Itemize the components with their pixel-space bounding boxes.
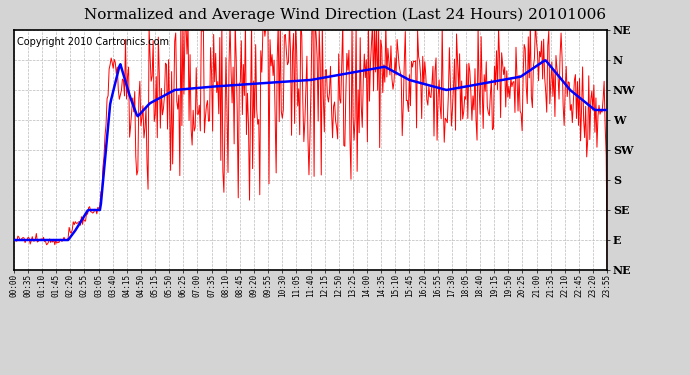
Text: Copyright 2010 Cartronics.com: Copyright 2010 Cartronics.com [17, 37, 169, 47]
Text: Normalized and Average Wind Direction (Last 24 Hours) 20101006: Normalized and Average Wind Direction (L… [84, 8, 606, 22]
